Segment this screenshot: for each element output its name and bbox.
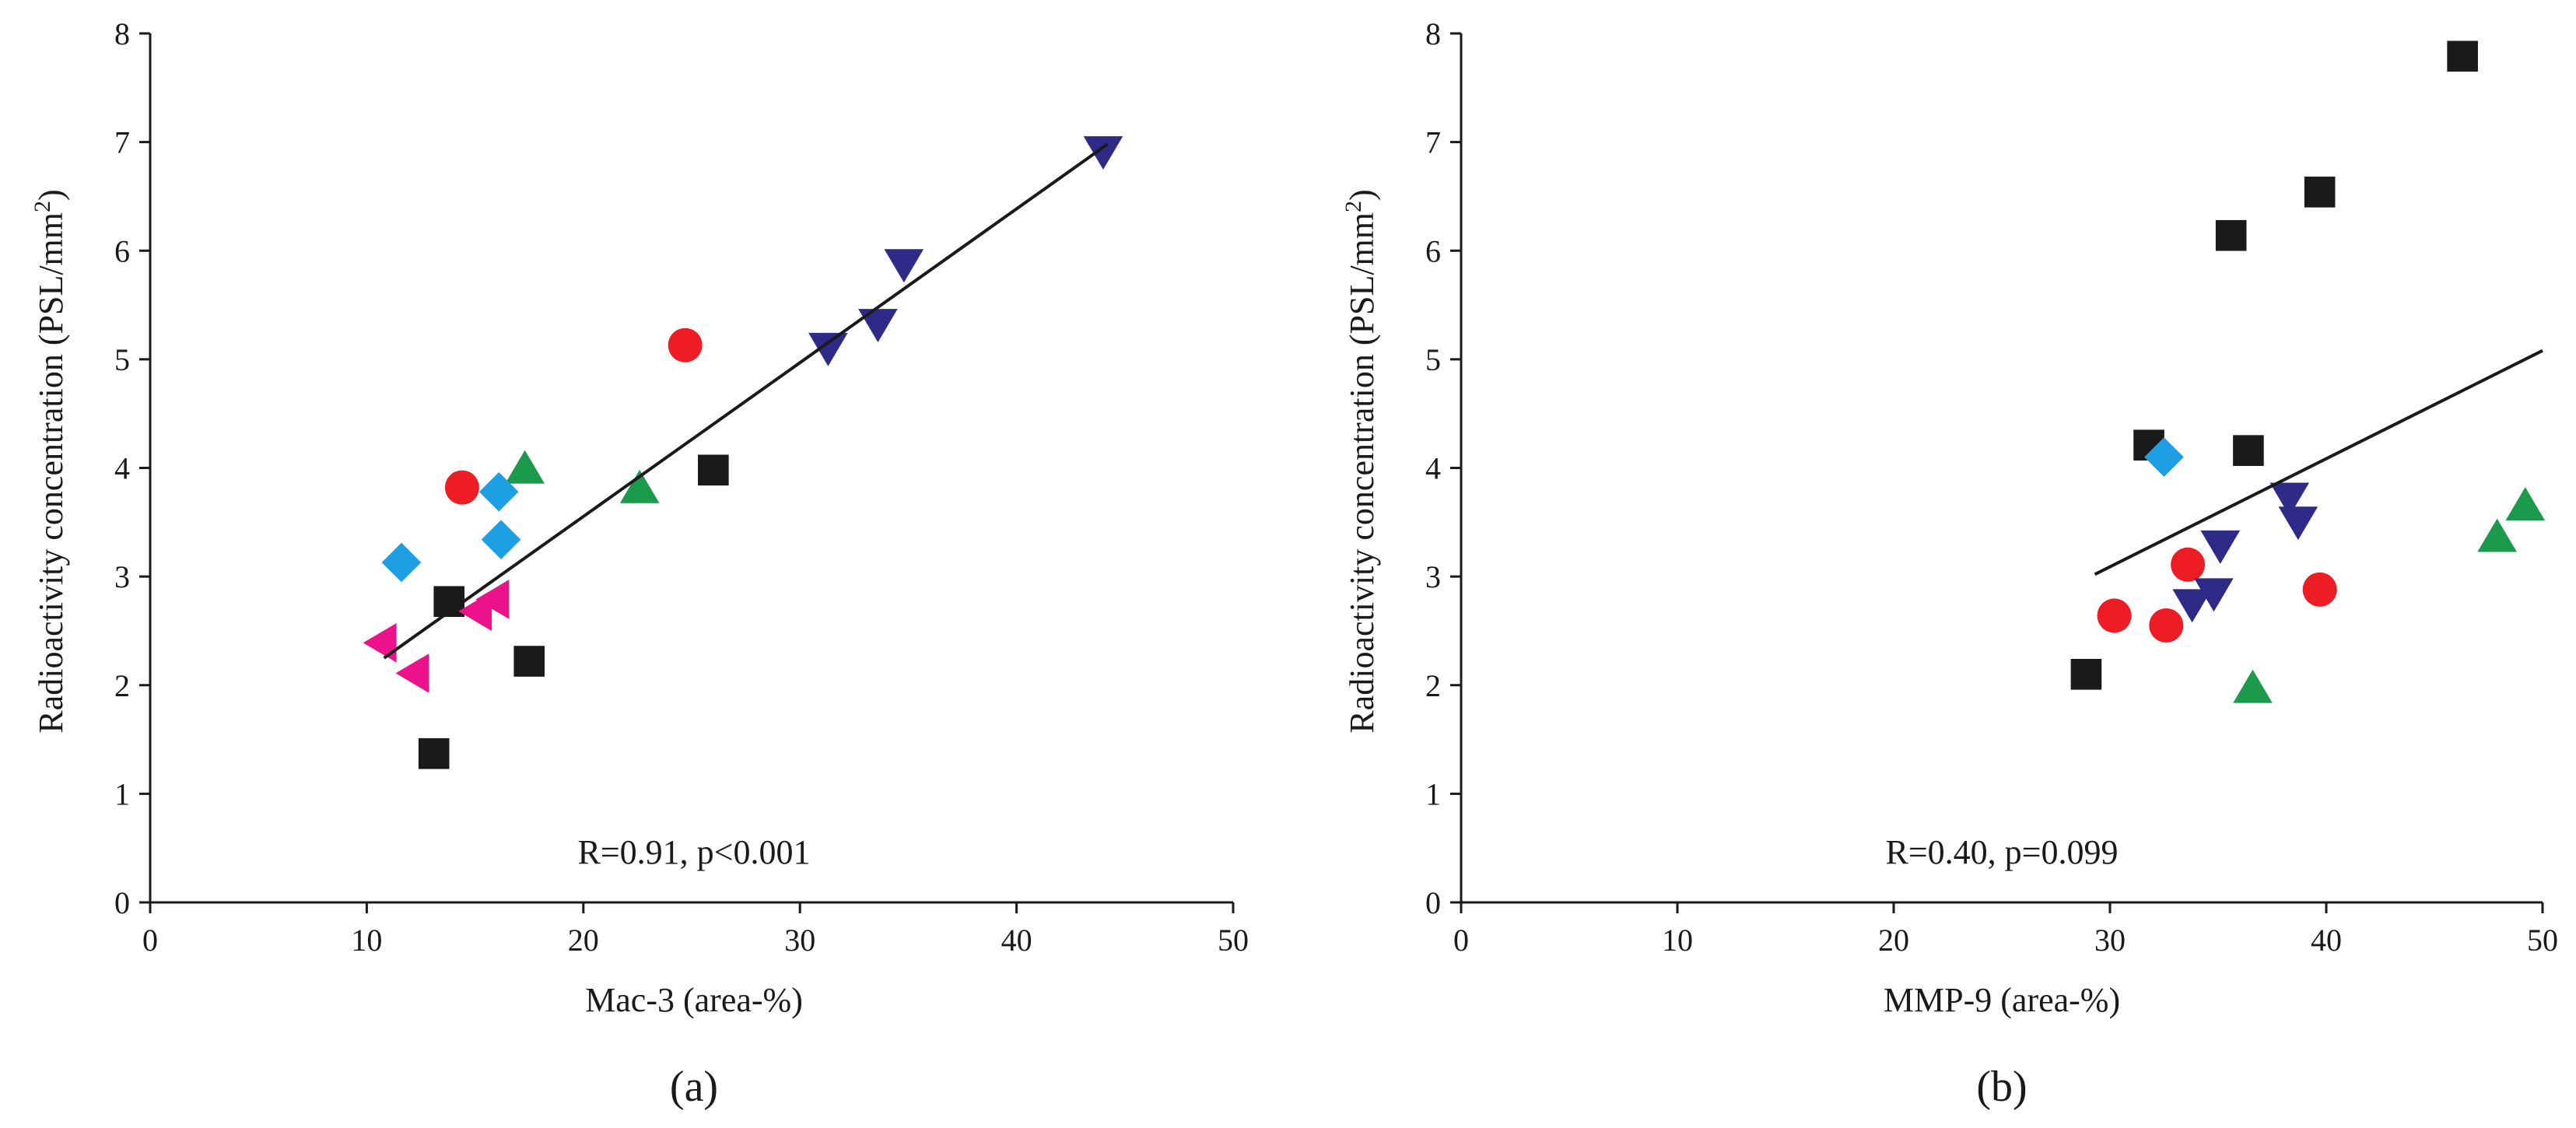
- scatter-panel-a: 0 10 20 30 40 50 0 1 2 3 4 5 6 7 8 R=0.91, p<0.001 Ma…: [30, 16, 1249, 1111]
- x-ticks-a: 0 10 20 30 40 50: [142, 902, 1249, 958]
- point-b-triangle-up-0: [2233, 669, 2273, 703]
- y-ticks-a: 0 1 2 3 4 5 6 7 8: [114, 16, 150, 920]
- point-b-circle-1: [2149, 608, 2184, 643]
- point-b-triangle-up-1: [2477, 518, 2517, 552]
- y-tick-label-b-4: 4: [1425, 451, 1441, 486]
- point-a-triangle-down-0: [808, 332, 848, 366]
- point-b-square-0: [2070, 658, 2102, 690]
- x-ticks-b: 0 10 20 30 40 50: [1453, 902, 2558, 958]
- stat-annotation-b: R=0.40, p=0.099: [1886, 833, 2119, 871]
- y-axis-title-b-sup: 2: [1341, 201, 1366, 212]
- point-a-diamond-1: [478, 471, 519, 512]
- point-b-circle-2: [2171, 547, 2206, 582]
- point-a-circle-0: [444, 470, 479, 505]
- scatter-panel-b: 0 10 20 30 40 50 0 1 2 3 4 5 6 7 8 R=0.40, p=0.099 MM…: [1341, 16, 2558, 1111]
- y-tick-label-b-1: 1: [1425, 776, 1441, 811]
- x-tick-label-a-3: 30: [784, 923, 815, 958]
- y-tick-label-a-3: 3: [114, 559, 130, 594]
- point-b-square-5: [2447, 40, 2478, 72]
- point-b-circle-3: [2302, 572, 2337, 607]
- point-a-triangle-down-2: [884, 249, 924, 283]
- x-tick-label-a-0: 0: [142, 923, 158, 958]
- panel-label-a: (a): [670, 1063, 718, 1111]
- point-b-diamond-0: [2144, 437, 2184, 477]
- y-tick-label-a-5: 5: [114, 342, 130, 377]
- y-tick-label-b-5: 5: [1425, 342, 1441, 377]
- y-axis-title-a: Radioactivity concentration (PSL/mm2): [30, 189, 70, 733]
- y-tick-label-a-8: 8: [114, 16, 130, 51]
- y-axis-title-a-main: Radioactivity concentration (PSL/mm: [32, 212, 70, 734]
- point-b-triangle-down-3: [2269, 482, 2310, 517]
- y-axis-title-a-sup: 2: [30, 201, 55, 212]
- point-a-circle-1: [668, 328, 703, 363]
- y-axis-title-b-end: ): [1343, 189, 1381, 201]
- x-tick-label-a-2: 20: [568, 923, 599, 958]
- y-tick-label-a-6: 6: [114, 233, 130, 268]
- x-tick-label-a-5: 50: [1218, 923, 1249, 958]
- y-tick-label-b-7: 7: [1425, 125, 1441, 160]
- x-tick-label-b-2: 20: [1878, 923, 1909, 958]
- point-a-triangle-down-3: [1083, 136, 1123, 170]
- stat-annotation-a: R=0.91, p<0.001: [578, 833, 811, 871]
- y-tick-label-a-7: 7: [114, 125, 130, 160]
- y-tick-label-b-6: 6: [1425, 233, 1441, 268]
- point-b-triangle-up-2: [2505, 487, 2546, 521]
- y-axis-title-a-end: ): [32, 189, 70, 201]
- y-tick-label-a-2: 2: [114, 668, 130, 703]
- point-b-triangle-down-4: [2278, 506, 2318, 541]
- point-a-square-2: [513, 646, 545, 677]
- y-axis-title-b: Radioactivity concentration (PSL/mm2): [1341, 189, 1381, 733]
- point-a-triangle-left-3: [475, 580, 510, 619]
- fit-line-b: [2094, 349, 2543, 576]
- point-a-diamond-2: [481, 520, 521, 559]
- panel-label-b: (b): [1976, 1063, 2027, 1111]
- x-tick-label-b-1: 10: [1662, 923, 1693, 958]
- point-a-triangle-left-0: [363, 622, 397, 663]
- point-b-square-4: [2304, 177, 2336, 208]
- x-tick-label-b-0: 0: [1453, 923, 1469, 958]
- fit-line-a: [383, 142, 1109, 660]
- x-axis-title-b: MMP-9 (area-%): [1884, 981, 2120, 1019]
- point-a-triangle-up-1: [619, 469, 660, 503]
- y-tick-label-b-2: 2: [1425, 668, 1441, 703]
- y-tick-label-b-8: 8: [1425, 16, 1441, 51]
- point-a-square-3: [698, 454, 729, 486]
- point-a-square-0: [418, 737, 450, 769]
- y-tick-label-b-0: 0: [1425, 885, 1441, 920]
- plot-points-a: [363, 136, 1123, 769]
- x-tick-label-a-1: 10: [351, 923, 382, 958]
- point-a-triangle-down-1: [858, 309, 898, 342]
- point-a-triangle-up-0: [505, 450, 545, 484]
- point-b-triangle-down-2: [2200, 530, 2241, 564]
- point-b-circle-0: [2097, 598, 2132, 633]
- x-tick-label-b-4: 40: [2311, 923, 2342, 958]
- point-b-triangle-down-1: [2194, 578, 2234, 612]
- x-tick-label-b-3: 30: [2094, 923, 2126, 958]
- point-a-diamond-0: [381, 542, 422, 583]
- y-tick-label-a-4: 4: [114, 451, 130, 486]
- point-b-square-3: [2233, 435, 2264, 466]
- y-tick-label-b-3: 3: [1425, 559, 1441, 594]
- x-axis-title-a: Mac-3 (area-%): [585, 981, 803, 1019]
- x-tick-label-b-5: 50: [2527, 923, 2558, 958]
- point-a-triangle-left-1: [395, 653, 429, 693]
- y-tick-label-a-0: 0: [114, 885, 130, 920]
- y-ticks-b: 0 1 2 3 4 5 6 7 8: [1425, 16, 1461, 920]
- x-tick-label-a-4: 40: [1001, 923, 1032, 958]
- y-tick-label-a-1: 1: [114, 776, 130, 811]
- point-b-triangle-down-0: [2172, 589, 2212, 623]
- plot-points-b: [2070, 40, 2546, 703]
- y-axis-title-b-main: Radioactivity concentration (PSL/mm: [1343, 212, 1381, 734]
- point-b-square-2: [2215, 219, 2247, 251]
